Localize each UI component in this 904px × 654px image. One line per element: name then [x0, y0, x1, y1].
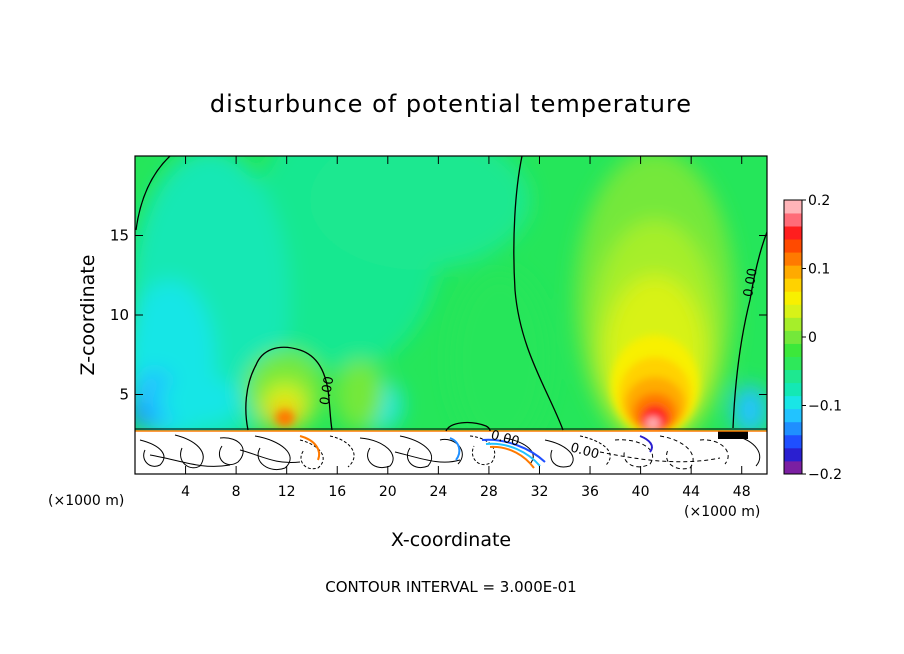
x-tick-label: 12: [278, 484, 296, 500]
x-tick-label: 16: [328, 484, 346, 500]
colorbar-segment: [784, 447, 802, 462]
colorbar-tick-label: −0.2: [808, 467, 842, 483]
colorbar-segment: [784, 252, 802, 266]
x-tick-label: 36: [581, 484, 599, 500]
contour-labels: 0.00 0.00 0.00 0.00: [318, 267, 761, 462]
x-tick-label: 44: [682, 484, 700, 500]
plot-area: [135, 156, 767, 474]
colorbar-segment: [784, 278, 802, 292]
y-tick-label: 15: [110, 227, 129, 245]
contour-label: 0.00: [489, 428, 521, 450]
colorbar-tick-label: 0: [808, 330, 817, 346]
y-axis-label: Z-coordinate: [77, 255, 99, 376]
x-unit-right: (×1000 m): [684, 504, 760, 520]
colorbar-segment: [784, 343, 802, 357]
x-tick-label: 40: [632, 484, 650, 500]
x-tick-label: 8: [232, 484, 241, 500]
colorbar-labels: 0.2 0.1 0 −0.1 −0.2: [802, 193, 842, 483]
colorbar-tick-label: 0.2: [808, 193, 830, 209]
chart-title: disturbunce of potential temperature: [210, 90, 692, 118]
x-axis-label: X-coordinate: [391, 529, 511, 551]
x-axis-ticks: 4 8 12 16 20 24 28 32 36 40 44 48: [181, 156, 751, 500]
x-tick-label: 4: [181, 484, 190, 500]
x-tick-label: 20: [379, 484, 397, 500]
colorbar-segment: [784, 369, 802, 384]
colorbar-segment: [784, 265, 802, 279]
colorbar-segment: [784, 213, 802, 227]
contour-interval: CONTOUR INTERVAL = 3.000E-01: [325, 578, 576, 596]
colorbar-segment: [784, 226, 802, 240]
x-tick-label: 28: [480, 484, 498, 500]
y-tick-label: 10: [110, 306, 129, 324]
colorbar: [783, 199, 803, 475]
contour-label: 0.00: [741, 267, 761, 298]
colorbar-segment: [784, 304, 802, 318]
colorbar-segment: [784, 382, 802, 397]
colorbar-segment: [784, 421, 802, 436]
colorbar-tick-label: 0.1: [808, 262, 830, 278]
y-axis-ticks: 5 10 15: [110, 227, 767, 404]
x-tick-label: 32: [531, 484, 549, 500]
colorbar-segment: [784, 317, 802, 331]
contour-label: 0.00: [569, 441, 601, 463]
colorbar-segment: [784, 291, 802, 305]
colorbar-segment: [784, 460, 802, 475]
colorbar-segment: [784, 434, 802, 449]
x-tick-label: 48: [733, 484, 751, 500]
x-unit-left: (×1000 m): [48, 493, 124, 509]
colorbar-segment: [784, 330, 802, 344]
colorbar-tick-label: −0.1: [808, 399, 842, 415]
x-tick-label: 24: [429, 484, 447, 500]
colorbar-segment: [784, 408, 802, 423]
colorbar-segment: [784, 239, 802, 253]
contour-label: 0.00: [318, 375, 338, 406]
colorbar-segment: [784, 356, 802, 371]
colorbar-segment: [784, 200, 802, 214]
y-tick-label: 5: [119, 386, 129, 404]
colorbar-segment: [784, 395, 802, 410]
